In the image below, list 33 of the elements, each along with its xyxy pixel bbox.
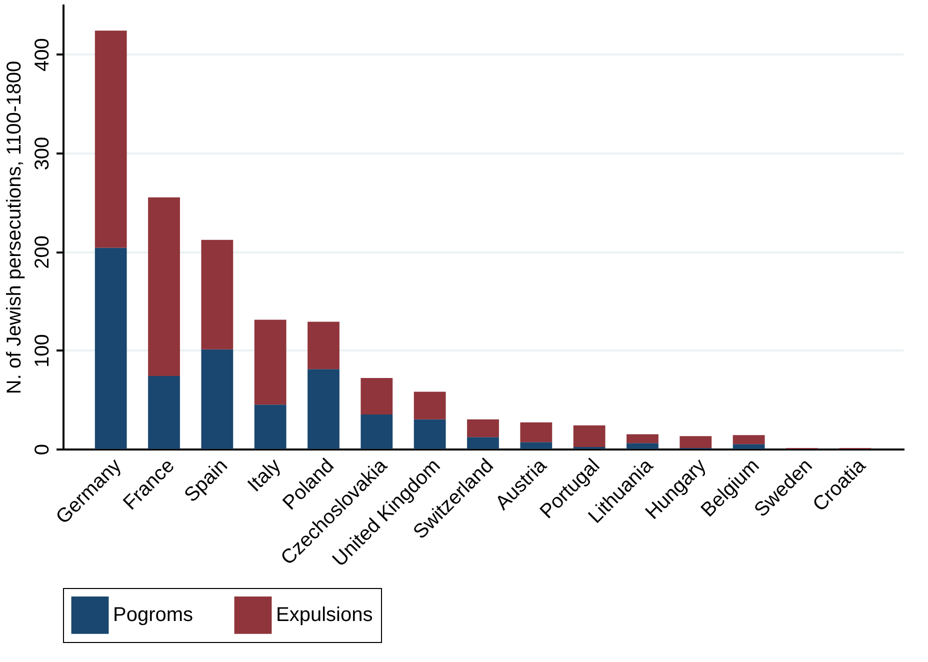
- bar: [254, 404, 286, 449]
- bar: [94, 30, 127, 248]
- y-tick-label: 100: [32, 334, 54, 368]
- bar: [626, 443, 658, 449]
- bar: [680, 436, 712, 448]
- bar: [201, 240, 234, 350]
- y-tick-label: 0: [32, 444, 54, 456]
- y-axis-title: N. of Jewish persecutions, 1100-1800: [4, 60, 26, 394]
- bar: [148, 197, 180, 376]
- bar: [626, 434, 658, 444]
- bar: [732, 435, 765, 444]
- bar: [148, 376, 180, 449]
- legend-label: Expulsions: [276, 604, 373, 626]
- bar: [201, 349, 234, 449]
- y-tick-label: 400: [32, 38, 54, 72]
- bar: [467, 437, 499, 449]
- y-tick-label: 300: [32, 136, 54, 170]
- bar: [520, 442, 552, 449]
- bar: [308, 322, 340, 370]
- bar: [467, 419, 499, 438]
- x-tick-label: Italy: [244, 454, 286, 496]
- legend-label: Pogroms: [113, 604, 194, 626]
- bar: [254, 320, 286, 405]
- bar: [573, 425, 606, 448]
- y-tick-label: 200: [32, 235, 54, 269]
- bar: [732, 444, 765, 449]
- bar: [520, 422, 552, 442]
- bar: [414, 392, 446, 420]
- bar: [360, 378, 393, 414]
- bar: [308, 369, 340, 449]
- bar: [414, 419, 446, 449]
- bar: [360, 414, 393, 449]
- bar: [94, 248, 127, 449]
